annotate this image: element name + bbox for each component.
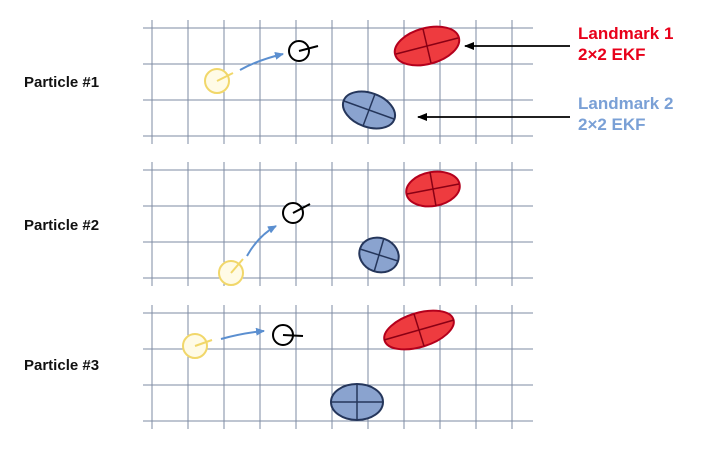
landmark-2-ellipse <box>341 90 397 130</box>
motion-arrow <box>220 327 265 340</box>
landmark-1-name: Landmark 1 <box>578 24 674 43</box>
landmark-1-ellipse <box>383 309 455 351</box>
landmark-2-label: Landmark 2 2×2 EKF <box>578 93 673 135</box>
current-pose-marker <box>288 40 319 62</box>
prior-pose-marker <box>218 258 244 286</box>
grid <box>143 162 533 286</box>
particle-1-label: Particle #1 <box>24 74 100 91</box>
motion-arrow <box>246 225 277 257</box>
motion-arrow <box>239 51 284 71</box>
landmark-1-ellipse <box>405 170 461 208</box>
landmark-2-filter: 2×2 EKF <box>578 115 646 134</box>
landmark-2-name: Landmark 2 <box>578 94 674 113</box>
landmark-2-ellipse <box>330 383 384 421</box>
prior-pose-marker <box>204 68 234 94</box>
particle-3-label: Particle #3 <box>24 357 100 374</box>
particle-2-panel <box>143 162 533 286</box>
landmark-1-label: Landmark 1 2×2 EKF <box>578 23 673 65</box>
landmark-2-ellipse <box>358 236 400 274</box>
grid <box>143 20 533 144</box>
landmark-1-filter: 2×2 EKF <box>578 45 646 64</box>
particle-3-panel <box>143 305 533 429</box>
current-pose-marker <box>282 202 311 224</box>
landmark-1-ellipse <box>393 25 461 67</box>
current-pose-marker <box>272 324 304 346</box>
particle-2-label: Particle #2 <box>24 217 100 234</box>
particle-1-panel <box>143 20 570 144</box>
grid <box>143 305 533 429</box>
prior-pose-marker <box>182 333 213 359</box>
